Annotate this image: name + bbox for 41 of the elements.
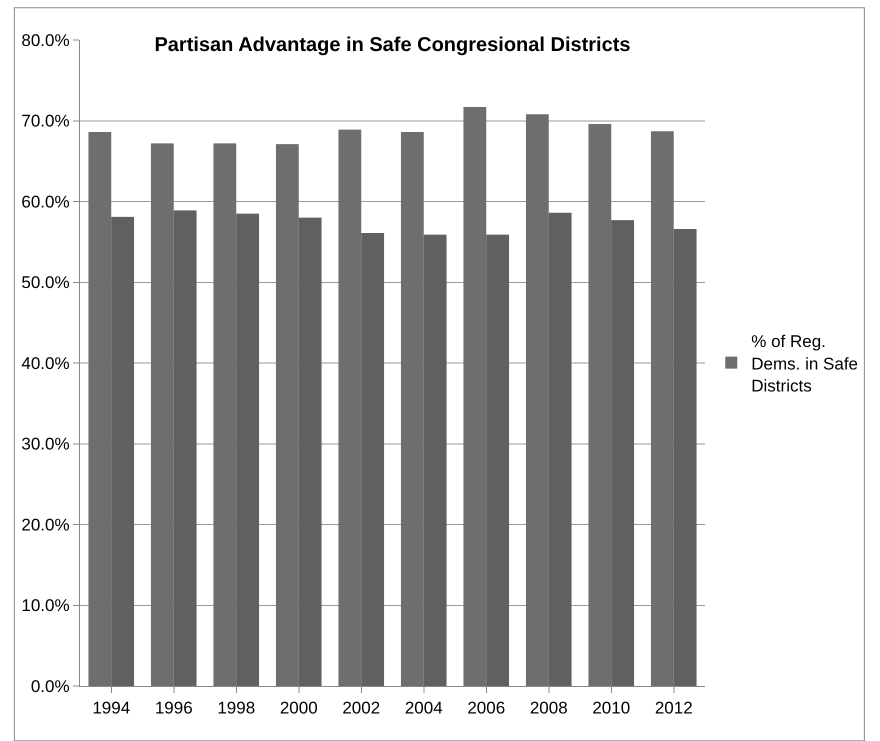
bar [424,234,447,686]
x-tick-label: 2012 [654,698,693,718]
bar [548,212,572,686]
bar [150,143,174,686]
x-tick-label: 2004 [404,698,443,718]
y-tick-label: 50.0% [21,273,70,292]
y-tick-label: 70.0% [21,112,70,131]
bar [588,124,612,686]
bar [361,232,384,686]
y-tick-label: 10.0% [21,596,70,616]
bar [111,216,134,686]
bar [338,130,362,686]
x-tick-label: 1994 [92,698,130,718]
x-tick-label: 2002 [342,698,380,718]
y-tick-label: 0.0% [30,676,70,696]
bar [526,114,549,686]
bar [674,228,697,686]
x-tick-label: 1998 [217,698,256,718]
y-tick-label: 80.0% [21,30,70,50]
y-tick-label: 30.0% [21,434,70,454]
x-tick-label: 2008 [530,698,568,718]
bar [88,132,112,686]
chart-title: Partisan Advantage in Safe Congresional Districts [154,34,631,56]
bar [611,220,634,686]
y-tick-label: 40.0% [21,354,70,373]
x-tick-label: 2000 [280,698,318,718]
bar [463,107,486,686]
bar [236,214,260,686]
y-tick-label: 20.0% [21,515,70,534]
x-tick-label: 2006 [467,698,506,718]
bar [174,210,197,686]
bar [486,234,510,686]
bar [276,144,299,686]
legend-label: % of Reg. Dems. in Safe Districts [751,332,858,396]
bar [650,131,674,686]
x-tick-label: 1996 [154,698,193,718]
bar [298,218,322,686]
bar [213,143,236,686]
bar [400,132,424,686]
x-tick-label: 2010 [592,698,630,718]
y-tick-label: 60.0% [21,192,70,212]
